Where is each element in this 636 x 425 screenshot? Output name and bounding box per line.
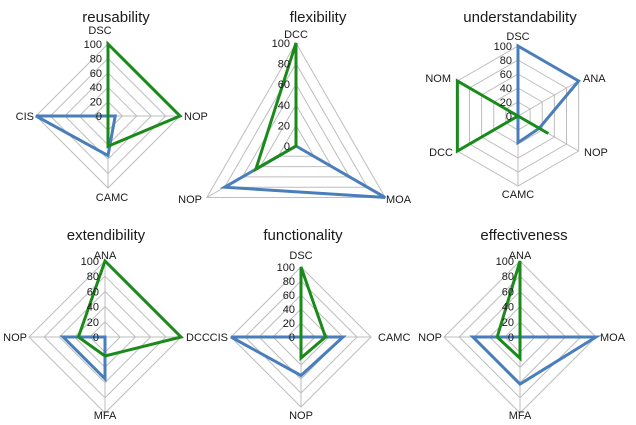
chart-title: effectiveness — [480, 227, 567, 244]
tick-label: 60 — [502, 286, 514, 298]
tick-label: 40 — [87, 302, 99, 314]
axis-label: DSC — [289, 250, 312, 262]
chart-title: extendibility — [67, 227, 146, 244]
axis-label: MFA — [509, 410, 532, 422]
series-line-0 — [230, 335, 347, 378]
tick-label: 20 — [90, 97, 102, 109]
tick-label: 80 — [500, 55, 512, 67]
tick-label: 0 — [508, 332, 514, 344]
axis-label: MOA — [386, 194, 412, 206]
chart-title: reusability — [82, 9, 150, 26]
axis-label: NOP — [289, 410, 313, 422]
tick-label: 20 — [87, 317, 99, 329]
tick-label: 60 — [500, 69, 512, 81]
axis-label: DSC — [88, 25, 111, 37]
axis-label: NOM — [425, 73, 451, 85]
axis-label: CAMC — [502, 189, 534, 201]
tick-label: 40 — [502, 302, 514, 314]
tick-label: 60 — [278, 79, 290, 91]
axis-label: NOP — [3, 332, 27, 344]
tick-label: 100 — [81, 256, 99, 268]
axis-label: MFA — [94, 410, 117, 422]
tick-label: 60 — [283, 290, 295, 302]
tick-label: 0 — [289, 332, 295, 344]
axis-spoke — [517, 80, 579, 117]
series-line-1 — [253, 42, 298, 173]
tick-label: 80 — [90, 53, 102, 65]
axis-label: MOA — [600, 332, 626, 344]
tick-label: 40 — [90, 82, 102, 94]
axis-label: CIS — [16, 111, 34, 123]
axis-label: NOP — [584, 147, 608, 159]
tick-label: 80 — [87, 271, 99, 283]
tick-label: 100 — [277, 262, 295, 274]
axis-label: NOP — [418, 332, 442, 344]
series-line-0 — [35, 114, 117, 158]
tick-label: 20 — [283, 318, 295, 330]
tick-label: 20 — [500, 97, 512, 109]
series-line-0 — [469, 335, 602, 387]
tick-label: 100 — [494, 41, 512, 53]
chart-title: understandability — [463, 9, 577, 26]
tick-label: 80 — [278, 59, 290, 71]
axis-label: ANA — [509, 250, 532, 262]
tick-label: 0 — [284, 141, 290, 153]
axis-label: DCC — [284, 29, 308, 41]
tick-label: 40 — [500, 83, 512, 95]
axis-label: CAMC — [378, 332, 410, 344]
tick-label: 20 — [502, 317, 514, 329]
tick-label: 60 — [90, 68, 102, 80]
axis-label: CAMC — [96, 192, 128, 204]
axis-label: ANA — [583, 73, 606, 85]
tick-label: 100 — [84, 39, 102, 51]
series-line-1 — [455, 78, 550, 154]
grid-ring — [205, 42, 387, 198]
series-line-1 — [106, 40, 183, 149]
axis-label: DSC — [506, 31, 529, 43]
tick-label: 20 — [278, 120, 290, 132]
tick-label: 40 — [283, 304, 295, 316]
axis-label: DCC — [186, 332, 210, 344]
chart-title: flexibility — [290, 9, 347, 26]
series-line-0 — [59, 335, 107, 383]
grid-ring — [223, 62, 369, 188]
tick-label: 100 — [496, 256, 514, 268]
axis-label: ANA — [94, 250, 117, 262]
radar-chart-0: reusability 0 20 40 60 80 100 DSC NOP CAMC CIS — [16, 9, 208, 204]
tick-label: 100 — [272, 38, 290, 50]
tick-label: 0 — [93, 332, 99, 344]
tick-label: 80 — [502, 271, 514, 283]
axis-label: DCC — [429, 147, 453, 159]
tick-label: 60 — [87, 286, 99, 298]
tick-label: 0 — [506, 111, 512, 123]
series-line-0 — [516, 43, 581, 146]
tick-label: 0 — [96, 111, 102, 123]
series-line-0 — [219, 144, 386, 199]
grid-ring — [277, 124, 315, 157]
tick-label: 40 — [278, 100, 290, 112]
axis-label: NOP — [184, 111, 208, 123]
tick-label: 80 — [283, 276, 295, 288]
axis-label: NOP — [178, 194, 202, 206]
grid-ring — [259, 103, 333, 168]
axis-label: CIS — [210, 332, 228, 344]
chart-title: functionality — [263, 227, 343, 244]
